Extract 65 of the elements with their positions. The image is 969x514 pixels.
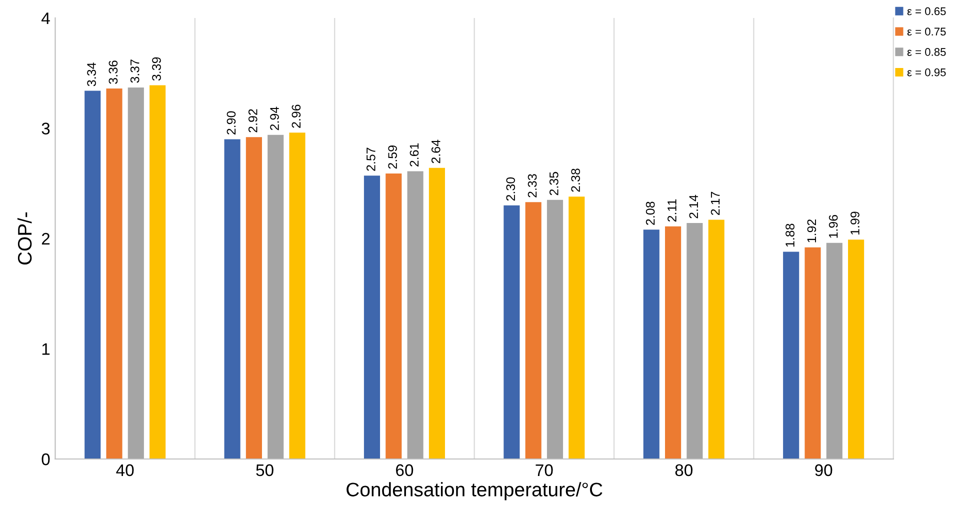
data-label: 2.90 xyxy=(226,111,236,134)
bar xyxy=(804,247,821,459)
data-label: 2.96 xyxy=(292,104,301,128)
bar xyxy=(386,173,402,459)
data-label: 3.39 xyxy=(152,57,161,81)
x-tick-label: 90 xyxy=(815,464,832,476)
x-tick-label: 60 xyxy=(396,464,414,476)
data-label: 1.96 xyxy=(828,214,838,238)
x-tick-label: 70 xyxy=(536,464,553,476)
bar xyxy=(783,252,800,459)
legend-label: ε = 0.65 xyxy=(907,7,946,16)
data-label: 2.57 xyxy=(366,148,376,171)
data-label: 2.11 xyxy=(668,199,676,222)
x-tick-label: 80 xyxy=(675,464,692,476)
y-tick-label: 1 xyxy=(42,343,50,355)
data-label: 2.17 xyxy=(710,192,720,215)
x-tick-label: 40 xyxy=(116,464,134,476)
y-tick-label: 0 xyxy=(42,453,50,466)
bar xyxy=(848,240,864,459)
legend-label: ε = 0.85 xyxy=(907,48,946,56)
bar xyxy=(246,137,262,459)
data-label: 2.59 xyxy=(388,146,398,169)
data-label: 2.92 xyxy=(248,109,258,132)
legend-label: ε = 0.95 xyxy=(907,68,946,76)
data-label: 2.94 xyxy=(270,106,279,130)
bar xyxy=(686,223,703,459)
data-label: 1.92 xyxy=(807,219,816,242)
bar xyxy=(568,196,585,459)
bar xyxy=(150,85,166,459)
x-axis-title: Condensation temperature/°C xyxy=(346,482,602,500)
bar xyxy=(289,132,306,459)
bar xyxy=(428,168,445,459)
bar xyxy=(665,226,682,459)
bar xyxy=(364,176,380,459)
bar xyxy=(268,134,284,459)
y-tick-label: 2 xyxy=(42,232,50,245)
y-tick-label: 3 xyxy=(42,122,50,134)
x-tick-label: 50 xyxy=(256,464,274,476)
data-label: 2.61 xyxy=(410,143,419,166)
data-label: 2.64 xyxy=(431,140,440,164)
data-label: 2.30 xyxy=(506,177,516,201)
bar xyxy=(708,220,724,459)
data-label: 1.88 xyxy=(786,224,794,247)
data-label: 2.08 xyxy=(646,202,655,225)
y-axis-title: COP/- xyxy=(17,212,32,265)
data-label: 1.99 xyxy=(850,212,860,234)
bar xyxy=(224,139,240,459)
data-label: 2.33 xyxy=(528,174,537,198)
bar xyxy=(525,202,542,459)
bar xyxy=(826,242,842,459)
data-label: 2.14 xyxy=(689,194,698,218)
y-tick-label: 4 xyxy=(41,12,50,24)
data-label: 3.37 xyxy=(130,60,140,83)
bar xyxy=(546,200,564,459)
bar xyxy=(128,87,144,459)
bar xyxy=(84,90,101,459)
data-label: 3.34 xyxy=(87,62,96,86)
data-label: 3.36 xyxy=(108,60,118,84)
bar xyxy=(106,88,122,459)
bar xyxy=(407,171,424,459)
legend-label: ε = 0.75 xyxy=(907,28,946,36)
data-label: 2.38 xyxy=(571,168,580,192)
bar xyxy=(504,205,520,459)
bar xyxy=(643,230,660,459)
data-label: 2.35 xyxy=(550,172,558,196)
